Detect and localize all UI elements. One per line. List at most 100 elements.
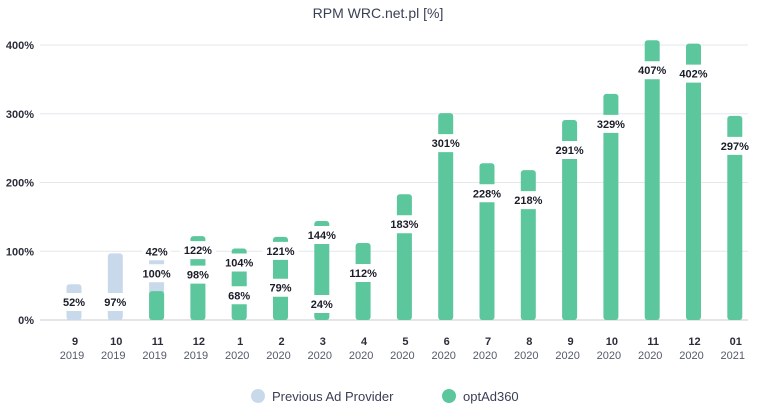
grid-layer: 0% 100% 200% 300% 400%: [6, 40, 748, 327]
data-label-bg: [716, 136, 753, 155]
data-label-text: 24%: [311, 299, 333, 311]
data-label: 79%: [266, 278, 295, 297]
data-label-bg: [427, 134, 464, 153]
data-label-text: 68%: [228, 290, 250, 302]
x-tick-month: 9: [568, 336, 574, 348]
x-tick-month: 01: [730, 336, 742, 348]
data-label-optad360-text: 121%: [266, 246, 294, 258]
bar-optad360[interactable]: [396, 194, 412, 320]
data-label-optad360-text: 42%: [146, 246, 168, 258]
x-tick-month: 2: [278, 336, 284, 348]
legend-label-optad360: optAd360: [463, 389, 519, 404]
x-tick-year: 2019: [101, 350, 125, 362]
data-label-bg: [469, 184, 505, 203]
data-label-text: 52%: [63, 297, 85, 309]
x-tick-month: 12: [193, 336, 205, 348]
data-label-optad360: 104%: [221, 253, 258, 272]
data-label-bg: [138, 264, 175, 283]
bar-optad360[interactable]: [686, 43, 701, 320]
x-tick-month: 10: [110, 336, 122, 348]
data-label: 218%: [510, 191, 547, 210]
data-label-text: 183%: [390, 219, 418, 231]
data-label-bg: [345, 264, 382, 282]
data-label-bg: [224, 286, 254, 305]
data-label-optad360-bg: [303, 226, 340, 244]
data-label-optad360-text: 122%: [184, 245, 212, 257]
x-tick-month: 7: [485, 336, 491, 348]
legend-item-optad360[interactable]: optAd360: [442, 389, 519, 404]
x-tick-year: 2020: [390, 350, 414, 362]
data-label: 297%: [716, 136, 753, 155]
bar-optad360[interactable]: [149, 291, 165, 320]
x-tick-month: 5: [402, 336, 408, 348]
data-label-optad360-text: 144%: [308, 230, 336, 242]
x-axis: 9 2019 10 2019 11 2019 12 2019 1 2020 2 2020 3 2020 4 2…: [60, 336, 745, 362]
x-tick-month: 10: [606, 336, 618, 348]
data-label-optad360: 42%: [142, 242, 172, 261]
x-tick-year: 2019: [142, 350, 166, 362]
x-tick-month: 11: [647, 336, 659, 348]
data-label-optad360-bg: [262, 241, 299, 260]
data-label-bg: [266, 278, 295, 297]
x-tick-year: 2020: [225, 350, 249, 362]
data-label: 52%: [59, 293, 89, 311]
x-tick-year: 2020: [431, 350, 455, 362]
data-label-text: 329%: [597, 119, 625, 131]
x-tick-month: 1: [237, 336, 243, 348]
bar-optad360[interactable]: [479, 163, 495, 320]
x-tick-month: 3: [320, 336, 326, 348]
data-label-text: 98%: [187, 270, 209, 282]
legend-label-previous: Previous Ad Provider: [272, 389, 394, 404]
data-label-bg: [592, 114, 629, 133]
x-tick-month: 11: [152, 336, 164, 348]
data-label: 68%: [224, 286, 254, 305]
data-label-text: 301%: [432, 138, 460, 150]
data-label: 407%: [634, 61, 671, 80]
bar-optad360[interactable]: [603, 93, 619, 320]
data-label-optad360-bg: [221, 253, 258, 272]
bar-optad360[interactable]: [562, 119, 578, 320]
data-label-optad360: 144%: [303, 226, 340, 244]
x-tick-year: 2020: [514, 350, 538, 362]
data-label: 24%: [307, 295, 337, 313]
data-label: 329%: [592, 114, 629, 133]
x-tick-year: 2020: [473, 350, 497, 362]
data-label: 98%: [183, 265, 213, 284]
y-tick-label: 400%: [6, 40, 34, 52]
data-label: 402%: [675, 64, 712, 83]
data-label: 97%: [100, 293, 130, 311]
data-label-bg: [675, 64, 712, 83]
legend-swatch-optad360: [442, 389, 456, 403]
x-tick-month: 8: [526, 336, 532, 348]
data-label-bg: [510, 191, 547, 210]
data-label-text: 218%: [514, 195, 542, 207]
data-label-text: 402%: [679, 69, 707, 81]
data-label-bg: [100, 293, 130, 311]
bar-optad360[interactable]: [727, 115, 743, 320]
data-label-text: 228%: [473, 188, 501, 200]
x-tick-year: 2020: [555, 350, 579, 362]
y-tick-label: 200%: [6, 178, 34, 190]
data-label-optad360: 122%: [179, 241, 216, 260]
data-label-text: 291%: [556, 145, 584, 157]
x-tick-year: 2019: [60, 350, 84, 362]
data-label: 183%: [386, 215, 423, 234]
data-label-optad360-bg: [142, 242, 172, 261]
y-tick-label: 100%: [6, 246, 34, 258]
x-tick-year: 2020: [679, 350, 703, 362]
data-label-text: 100%: [143, 268, 171, 280]
legend-item-previous[interactable]: Previous Ad Provider: [251, 389, 394, 404]
data-label: 112%: [345, 264, 382, 282]
data-label-text: 112%: [349, 268, 377, 280]
x-tick-month: 4: [361, 336, 368, 348]
legend-swatch-previous: [251, 389, 265, 403]
data-label-text: 297%: [721, 141, 749, 153]
x-tick-year: 2020: [597, 350, 621, 362]
bar-optad360[interactable]: [438, 113, 454, 320]
labels-layer: 52% 97% 100% 42% 98% 122% 68% 104% 79% 121% 24% 144…: [59, 61, 753, 313]
bar-optad360[interactable]: [644, 40, 660, 320]
data-label-text: 97%: [104, 297, 126, 309]
x-tick-month: 9: [72, 336, 78, 348]
